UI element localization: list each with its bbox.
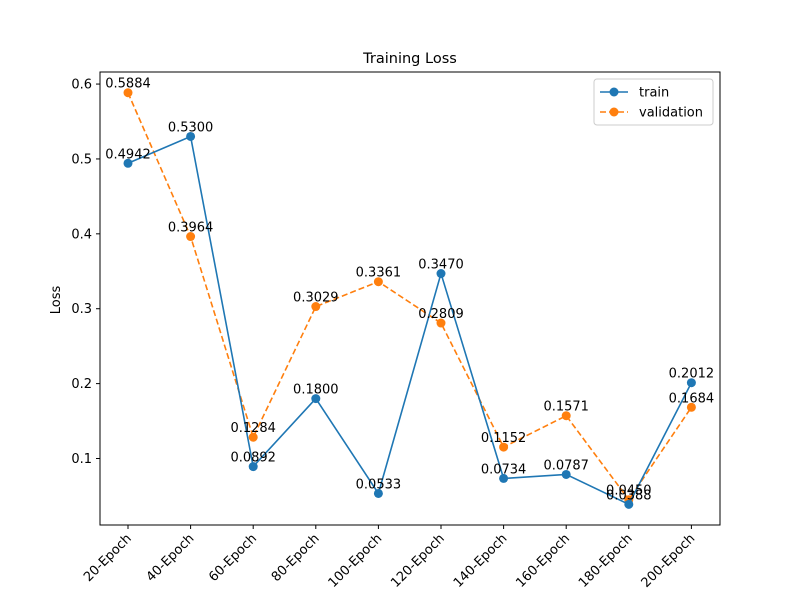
data-point-train <box>123 158 133 168</box>
legend: train validation <box>593 78 714 126</box>
data-label-train: 0.4942 <box>105 147 151 162</box>
data-point-validation <box>499 442 509 452</box>
data-label-train: 0.0734 <box>481 462 527 477</box>
y-tick-label: 0.5 <box>71 152 92 167</box>
data-point-validation <box>186 232 196 242</box>
data-point-validation <box>248 432 258 442</box>
y-tick-label: 0.2 <box>71 377 92 392</box>
data-label-validation: 0.1284 <box>230 421 276 436</box>
data-label-validation: 0.1684 <box>669 391 715 406</box>
legend-marker-validation <box>609 107 619 117</box>
legend-box <box>593 78 714 126</box>
data-label-train: 0.3470 <box>418 258 464 273</box>
data-label-train: 0.0533 <box>356 477 402 492</box>
data-label-validation: 0.0450 <box>606 484 652 499</box>
legend-label-validation: validation <box>639 106 703 121</box>
data-point-train <box>373 488 383 498</box>
data-point-train <box>186 131 196 141</box>
data-label-train: 0.5300 <box>168 120 214 135</box>
data-label-validation: 0.1152 <box>481 431 527 446</box>
y-tick-label: 0.3 <box>71 302 92 317</box>
data-label-train: 0.0388 <box>606 488 652 503</box>
y-tick-label: 0.1 <box>71 452 92 467</box>
legend-label-train: train <box>639 86 669 101</box>
data-point-train <box>499 473 509 483</box>
data-label-validation: 0.3029 <box>293 291 339 306</box>
series-line-validation <box>127 92 693 502</box>
data-point-validation <box>123 88 133 98</box>
data-label-train: 0.1800 <box>293 383 339 398</box>
data-point-train <box>248 462 258 472</box>
data-point-train <box>624 499 634 509</box>
legend-marker-train <box>609 87 619 97</box>
data-label-validation: 0.2809 <box>418 307 464 322</box>
data-label-validation: 0.1571 <box>543 400 589 415</box>
data-label-validation: 0.5884 <box>105 77 151 92</box>
data-point-train <box>686 378 696 388</box>
data-point-validation <box>561 411 571 421</box>
data-point-train <box>561 469 571 479</box>
data-point-train <box>311 394 321 404</box>
data-point-validation <box>311 302 321 312</box>
data-point-validation <box>373 277 383 287</box>
data-label-validation: 0.3964 <box>168 221 214 236</box>
data-point-validation <box>436 318 446 328</box>
y-axis-title: Loss <box>49 286 64 315</box>
data-point-train <box>436 269 446 279</box>
series-line-train <box>127 135 693 506</box>
data-label-train: 0.2012 <box>669 367 715 382</box>
axes-frame <box>99 71 721 526</box>
data-label-train: 0.0787 <box>543 458 589 473</box>
data-label-validation: 0.3361 <box>356 266 402 281</box>
chart-title: Training Loss <box>362 51 457 67</box>
data-point-validation <box>686 402 696 412</box>
y-tick-label: 0.4 <box>71 227 92 242</box>
data-label-train: 0.0892 <box>230 451 276 466</box>
y-tick-label: 0.6 <box>71 78 92 93</box>
